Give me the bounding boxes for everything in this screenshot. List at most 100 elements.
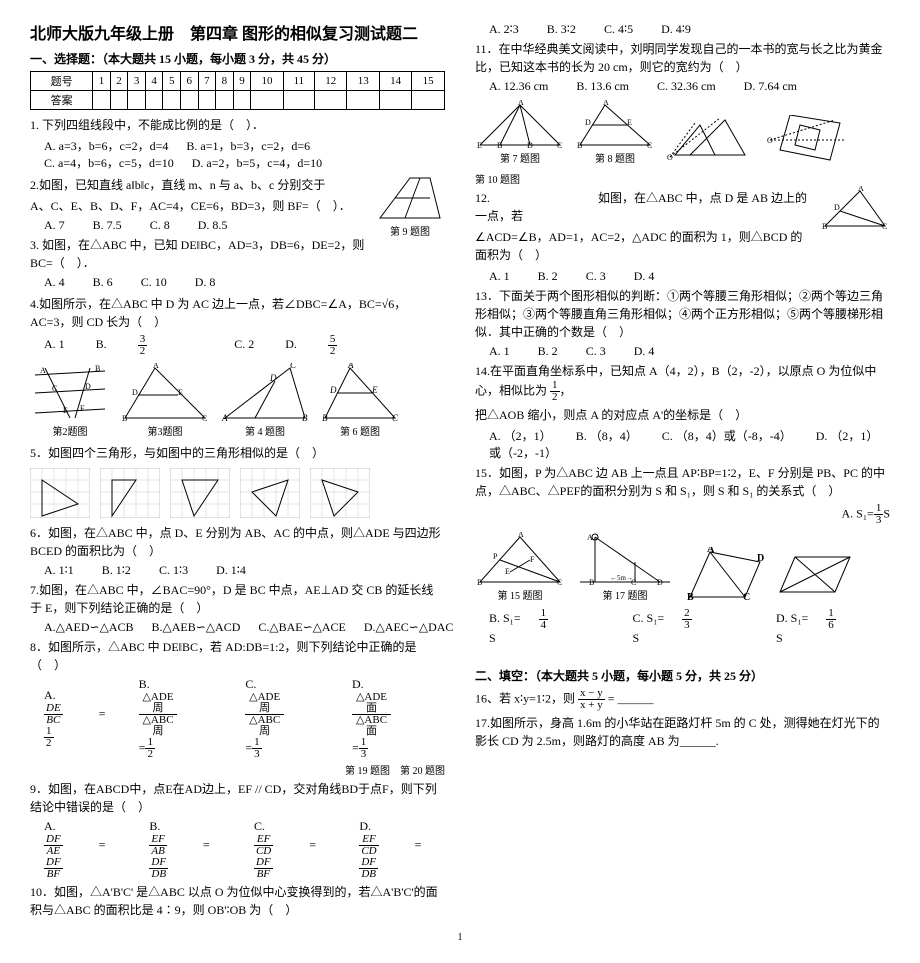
fig10a-icon: O bbox=[665, 115, 755, 165]
q5-figs bbox=[30, 468, 445, 518]
svg-text:C: C bbox=[392, 413, 399, 423]
svg-text:A: A bbox=[707, 547, 715, 555]
svg-text:A: A bbox=[858, 186, 864, 193]
svg-text:E: E bbox=[627, 118, 632, 127]
fig10-label: 第 10 题图 bbox=[475, 171, 890, 186]
svg-text:B: B bbox=[95, 364, 100, 373]
fig12-icon: ABCD bbox=[820, 186, 890, 231]
fig-extra1-icon: ABCD bbox=[685, 547, 765, 602]
q16: 16、若 x∶y=1∶2，则 x − yx + y = ______ bbox=[475, 688, 890, 711]
svg-text:F: F bbox=[80, 404, 85, 413]
q15: 15．如图，P 为△ABC 边 AB 上一点且 AP∶BP=1∶2，E、F 分别… bbox=[475, 464, 890, 500]
svg-text:B: B bbox=[577, 141, 582, 150]
svg-text:A: A bbox=[347, 363, 354, 370]
svg-text:A: A bbox=[587, 533, 593, 542]
q12-opts: A. 1B. 2C. 3D. 4 bbox=[489, 269, 890, 284]
svg-text:E: E bbox=[477, 141, 482, 150]
q10-opts: A. 2∶3B. 3∶2C. 4∶5D. 4∶9 bbox=[489, 22, 890, 37]
svg-text:B: B bbox=[477, 578, 482, 587]
q13-opts: A. 1B. 2C. 3D. 4 bbox=[489, 344, 890, 359]
svg-text:B: B bbox=[687, 592, 694, 602]
svg-text:A: A bbox=[518, 532, 524, 539]
fig2-icon: A B C D E F bbox=[30, 363, 110, 423]
svg-text:C: C bbox=[557, 141, 562, 150]
q14: 14.在平面直角坐标系中，已知点 A（4，2），B（2，-2），以原点 O 为位… bbox=[475, 362, 890, 403]
q4-opts: A. 1 B. 32 C. 2 D. 52 bbox=[44, 334, 445, 357]
fig6-icon: A B C D E bbox=[320, 363, 400, 423]
svg-text:E: E bbox=[178, 388, 183, 397]
q1-opts: A. a=3，b=6，c=2，d=4B. a=1，b=3，c=2，d=6 C. … bbox=[44, 137, 445, 171]
svg-text:C: C bbox=[882, 222, 887, 231]
q3: 3. 如图，在△ABC 中，已知 DE‖BC，AD=3，DB=6，DE=2，则 … bbox=[30, 236, 375, 272]
q15-opts: B. S₁=14S C. S₁=23S D. S₁=16S bbox=[489, 608, 890, 646]
svg-text:B: B bbox=[322, 413, 328, 423]
q8: 8．如图所示，△ABC 中 DE‖BC，若 AD:DB=1:2，则下列结论中正确… bbox=[30, 638, 445, 674]
q14-opts: A. （2，1） B. （8，4） C. （8，4）或（-8，-4） D. （2… bbox=[489, 427, 890, 461]
q6-opts: A. 1∶1B. 1∶2C. 1∶3D. 1∶4 bbox=[44, 563, 445, 578]
fig-row-1: ABCDEF 第2题图 ABCDE 第3题图 CABD 第 4 题图 bbox=[30, 363, 445, 438]
grid-icon bbox=[170, 468, 230, 518]
q1: 1. 下列四组线段中，不能成比例的是（ ）． bbox=[30, 116, 445, 134]
svg-text:D: D bbox=[527, 141, 533, 150]
q12: 12. 如图，在△ABC 中，点 D 是 AB 边上的一点，若 bbox=[475, 189, 814, 225]
row-label: 题号 bbox=[31, 72, 93, 91]
svg-text:E: E bbox=[505, 567, 510, 576]
fig7-icon: E B D C A bbox=[475, 100, 565, 150]
svg-text:D: D bbox=[329, 385, 337, 395]
svg-text:A: A bbox=[518, 100, 524, 107]
svg-text:A: A bbox=[40, 366, 46, 375]
q11-opts: A. 12.36 cmB. 13.6 cmC. 32.36 cmD. 7.64 … bbox=[489, 79, 890, 94]
fig15-icon: A B C PE F bbox=[475, 532, 565, 587]
q2: 2.如图，已知直线 a‖b‖c，直线 m、n 与 a、b、c 分别交于 bbox=[30, 176, 375, 194]
q6: 6．如图，在△ABC 中，点 D、E 分别为 AB、AC 的中点，则△ADE 与… bbox=[30, 524, 445, 560]
doc-title: 北师大版九年级上册 第四章 图形的相似复习测试题二 bbox=[30, 20, 445, 44]
section2-title: 二、填空：（本大题共 5 小题，每小题 5 分，共 25 分） bbox=[475, 667, 890, 684]
fig9-icon bbox=[375, 173, 445, 223]
svg-text:B: B bbox=[122, 414, 127, 423]
fig8-icon: A B C D E bbox=[575, 100, 655, 150]
svg-text:E: E bbox=[63, 406, 68, 415]
q4: 4.如图所示，在△ABC 中 D 为 AC 边上一点，若∠DBC=∠A，BC=√… bbox=[30, 295, 445, 331]
svg-text:D: D bbox=[585, 118, 591, 127]
q7-opts: A.△AED∽△ACBB.△AEB∽△ACDC.△BAE∽△ACED.△AEC∽… bbox=[44, 620, 445, 635]
fig3-icon: ABCDE bbox=[120, 363, 210, 423]
grid-icon bbox=[100, 468, 160, 518]
svg-text:A: A bbox=[153, 363, 159, 370]
svg-text:B: B bbox=[497, 141, 502, 150]
svg-text:D: D bbox=[132, 388, 138, 397]
q2-line2: A、C、E、B、D、F，AC=4，CE=6，BD=3，则 BF=（ ）． bbox=[30, 197, 375, 215]
svg-text:A: A bbox=[603, 100, 609, 107]
svg-text:←5m→: ←5m→ bbox=[610, 574, 633, 582]
svg-text:D: D bbox=[657, 578, 663, 587]
q14-line2: 把△AOB 缩小，则点 A 的对应点 A'的坐标是（ ） bbox=[475, 406, 890, 424]
q7: 7.如图，在△ABC 中，∠BAC=90°，D 是 BC 中点，AE⊥AD 交 … bbox=[30, 581, 445, 617]
fig17-icon: BCDA←5m→ bbox=[575, 532, 675, 587]
q8-opts: A. DEBC=12 B. △ADE周△ABC周=12 C. △ADE周△ABC… bbox=[44, 677, 445, 760]
svg-text:C: C bbox=[290, 363, 297, 370]
svg-text:B: B bbox=[302, 413, 308, 423]
svg-text:E: E bbox=[371, 385, 378, 395]
svg-text:B: B bbox=[822, 222, 827, 231]
q2-opts: A. 7B. 7.5C. 8D. 8.5 bbox=[44, 218, 375, 233]
fig-extra2-icon bbox=[775, 547, 855, 602]
svg-text:A: A bbox=[221, 413, 228, 423]
q5: 5．如图四个三角形，与如图中的三角形相似的是（ ） bbox=[30, 444, 445, 462]
q12-line2: ∠ACD=∠B，AD=1，AC=2，△ADC 的面积为 1，则△BCD 的面积为… bbox=[475, 228, 814, 264]
grid-icon bbox=[310, 468, 370, 518]
svg-text:O: O bbox=[767, 136, 773, 145]
svg-text:C: C bbox=[647, 141, 652, 150]
svg-text:F: F bbox=[530, 555, 535, 564]
svg-text:C: C bbox=[52, 384, 57, 393]
q11: 11．在中华经典美文阅读中，刘明同学发现自己的一本书的宽与长之比为黄金比，已知这… bbox=[475, 40, 890, 76]
svg-text:P: P bbox=[493, 552, 498, 561]
q3-opts: A. 4B. 6C. 10D. 8 bbox=[44, 275, 375, 290]
fig-row-3: ABCPEF 第 15 题图 BCDA←5m→ 第 17 题图 ABCD bbox=[475, 532, 890, 602]
fig10b-icon: O bbox=[765, 115, 855, 165]
answer-table: 题号 123456789101112131415 答案 bbox=[30, 71, 445, 110]
svg-text:D: D bbox=[85, 382, 91, 391]
svg-text:C: C bbox=[557, 578, 562, 587]
svg-text:B: B bbox=[589, 578, 594, 587]
svg-text:D: D bbox=[757, 553, 764, 564]
grid-icon bbox=[240, 468, 300, 518]
q9: 9．如图，在ABCD中，点E在AD边上，EF // CD，交对角线BD于点F，则… bbox=[30, 780, 445, 816]
